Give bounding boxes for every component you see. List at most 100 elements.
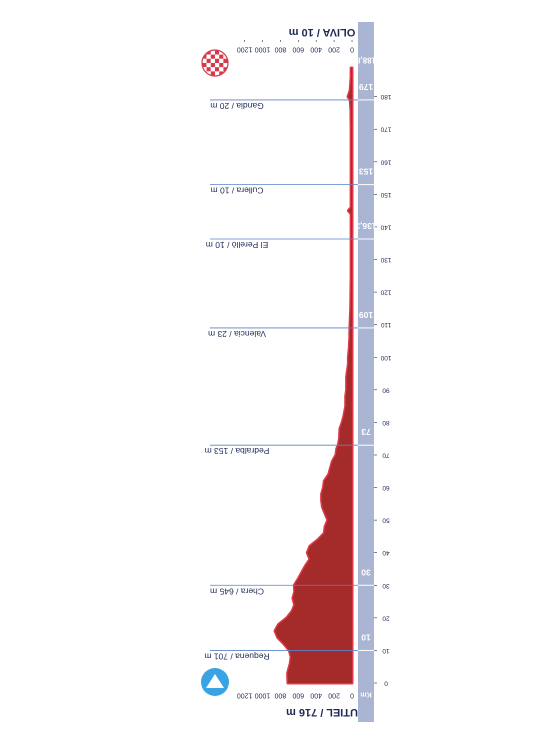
waypoint-name-label: Chera / 645 m [210, 586, 264, 596]
checkered-flag-cell [210, 58, 215, 63]
km-tick-label: 40 [382, 549, 390, 556]
km-tick-label: 10 [382, 647, 390, 654]
checkered-flag-cell [202, 50, 203, 55]
checkered-flag-cell [223, 54, 228, 59]
elevation-tick-label-top: 1000 [255, 46, 271, 53]
checkered-flag-cell [215, 67, 220, 72]
waypoint-km-label: 109 [359, 310, 373, 320]
checkered-flag-cell [206, 71, 211, 76]
checkered-flag-cell [202, 50, 207, 51]
checkered-flag-cell [206, 58, 211, 63]
checkered-flag-cell [219, 54, 224, 59]
checkered-flag-cell [227, 75, 228, 76]
waypoint-name-label: Valencia / 23 m [208, 329, 266, 339]
checkered-flag-cell [210, 50, 215, 55]
checkered-flag-cell [202, 50, 203, 51]
checkered-flag-cell [210, 71, 215, 76]
checkered-flag-cell [223, 63, 228, 68]
elevation-tick-label-bottom: 1200 [237, 692, 253, 699]
checkered-flag-cell [215, 50, 220, 55]
waypoint-km-label: 136,3 [355, 221, 377, 231]
checkered-flag-cell [206, 50, 211, 55]
km-tick-label: 50 [382, 517, 390, 524]
checkered-flag-cell [206, 75, 211, 76]
elevation-tick-label-bottom: 200 [328, 692, 340, 699]
elevation-tick-label-bottom: 0 [350, 692, 354, 699]
km-tick-label: 160 [380, 158, 391, 165]
checkered-flag-cell [202, 67, 203, 72]
km-tick-label: 90 [382, 386, 390, 393]
waypoint-name-label: Pedralba / 153 m [205, 446, 270, 456]
km-tick-label: 180 [380, 93, 391, 100]
checkered-flag-cell [202, 71, 203, 76]
checkered-flag-cell [223, 58, 228, 63]
checkered-flag-cell [219, 50, 224, 51]
elevation-tick-label-top: 0 [350, 46, 354, 53]
elevation-profile-fill [275, 68, 352, 683]
km-tick-label: 0 [384, 680, 388, 687]
km-tick-label: 130 [380, 256, 391, 263]
checkered-flag-cell [202, 67, 207, 72]
elevation-tick-label-top: 800 [274, 46, 286, 53]
checkered-flag-cell [227, 67, 228, 72]
elevation-tick-label-bottom: 600 [292, 692, 304, 699]
checkered-flag-cell [210, 63, 215, 68]
waypoint-km-label: 30 [361, 567, 371, 577]
waypoint-name-label: Gandia / 20 m [210, 101, 263, 111]
checkered-flag-cell [206, 63, 211, 68]
waypoint-name-label: Requena / 701 m [204, 651, 269, 661]
km-tick-label: 80 [382, 419, 390, 426]
checkered-flag-cell [202, 75, 207, 76]
waypoint-km-label: 179 [359, 82, 373, 92]
checkered-flag-cell [219, 63, 224, 68]
checkered-flag-cell [202, 63, 207, 68]
checkered-flag-cell [206, 54, 211, 59]
km-tick-label: 170 [380, 126, 391, 133]
km-tick-label: 20 [382, 614, 390, 621]
distance-axis-bar [358, 22, 374, 722]
elevation-tick-label-top: 600 [292, 46, 304, 53]
start-label: UTIEL / 716 m [286, 706, 358, 718]
checkered-flag-cell [215, 63, 220, 68]
checkered-flag-cell [206, 67, 211, 72]
checkered-flag-cell [219, 71, 224, 76]
km-tick-label: 100 [380, 354, 391, 361]
checkered-flag-cell [215, 58, 220, 63]
checkered-flag-cell [210, 54, 215, 59]
checkered-flag-cell [223, 50, 228, 51]
checkered-flag-cell [223, 67, 228, 72]
elevation-tick-label-top: 1200 [237, 46, 253, 53]
km-tick-label: 150 [380, 191, 391, 198]
distance-unit-label: Km [360, 691, 371, 698]
checkered-flag-cell [206, 50, 211, 51]
checkered-flag-cell [227, 71, 228, 76]
checkered-flag-ring [201, 49, 229, 77]
checkered-flag-cell [227, 50, 228, 51]
checkered-flag-icon [202, 50, 228, 76]
checkered-flag-cell [219, 58, 224, 63]
triangle-start-icon-glyph [206, 674, 224, 688]
km-tick-label: 30 [382, 582, 390, 589]
waypoint-km-label: 153 [359, 167, 373, 177]
checkered-flag-cell [202, 58, 207, 63]
km-tick-label: 70 [382, 451, 390, 458]
elevation-tick-label-bottom: 1000 [255, 692, 271, 699]
checkered-flag-cell [210, 67, 215, 72]
checkered-flag-cell [215, 54, 220, 59]
km-tick-label: 60 [382, 484, 390, 491]
checkered-flag-cell [202, 75, 203, 76]
waypoint-name-label: Cullera / 10 m [211, 186, 264, 196]
checkered-flag-cell [219, 75, 224, 76]
checkered-flag-cell [219, 50, 224, 55]
waypoint-name-label: El Perellò / 10 m [206, 240, 268, 250]
checkered-flag-cell [227, 50, 228, 55]
total-distance-label: 188,8 [355, 56, 376, 65]
checkered-flag-cell [215, 71, 220, 76]
finish-label: OLIVA / 10 m [288, 26, 355, 38]
elevation-tick-label-top: 200 [328, 46, 340, 53]
elevation-tick-label-bottom: 400 [310, 692, 322, 699]
km-tick-label: 140 [380, 223, 391, 230]
checkered-flag-cell [219, 67, 224, 72]
